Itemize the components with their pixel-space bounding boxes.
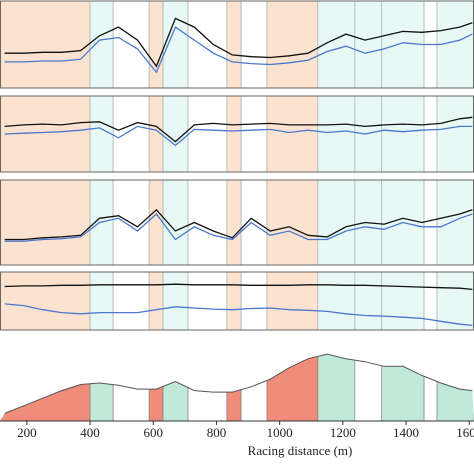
elevation-segment bbox=[354, 354, 383, 421]
region-band bbox=[317, 271, 356, 331]
region-band bbox=[436, 95, 474, 173]
region-band bbox=[89, 271, 114, 331]
region-band bbox=[317, 95, 356, 173]
x-tick-label: 400 bbox=[80, 425, 100, 440]
region-band bbox=[0, 0, 91, 89]
line bbox=[4, 303, 473, 327]
elevation-fill bbox=[0, 354, 474, 421]
region-band bbox=[423, 271, 438, 331]
region-band bbox=[226, 95, 242, 173]
region-band bbox=[187, 95, 228, 173]
region-band bbox=[240, 179, 268, 266]
line bbox=[4, 17, 473, 68]
region-band bbox=[112, 95, 150, 173]
elevation-segment bbox=[112, 354, 150, 421]
line bbox=[4, 116, 473, 143]
elevation-segment bbox=[162, 354, 189, 421]
elevation-segment bbox=[148, 354, 164, 421]
elevation-segment bbox=[240, 354, 268, 421]
region-band bbox=[266, 95, 319, 173]
region-band bbox=[148, 271, 164, 331]
x-tick-label: 600 bbox=[144, 425, 164, 440]
region-band bbox=[381, 271, 425, 331]
region-band bbox=[381, 95, 425, 173]
region-band bbox=[354, 95, 383, 173]
region-band bbox=[0, 179, 91, 266]
region-band bbox=[240, 0, 268, 89]
region-band bbox=[112, 271, 150, 331]
region-band bbox=[226, 0, 242, 89]
elevation-segment bbox=[226, 354, 242, 421]
elevation-segment bbox=[317, 354, 356, 421]
region-band bbox=[187, 0, 228, 89]
region-band bbox=[89, 0, 114, 89]
region-band bbox=[148, 0, 164, 89]
region-band bbox=[240, 95, 268, 173]
line bbox=[4, 208, 473, 241]
region-band bbox=[436, 271, 474, 331]
x-tick-label: 800 bbox=[207, 425, 227, 440]
x-tick-label: 1000 bbox=[267, 425, 293, 440]
region-band bbox=[162, 0, 189, 89]
elevation-segment bbox=[381, 354, 425, 421]
x-axis-label: Racing distance (m) bbox=[248, 443, 353, 458]
region-band bbox=[187, 271, 228, 331]
elevation-segment bbox=[436, 354, 474, 421]
line bbox=[4, 213, 473, 242]
elevation-segment bbox=[423, 354, 438, 421]
region-band bbox=[423, 179, 438, 266]
region-band bbox=[354, 271, 383, 331]
line bbox=[4, 125, 473, 147]
region-band bbox=[240, 271, 268, 331]
region-band bbox=[0, 271, 91, 331]
region-band bbox=[436, 179, 474, 266]
region-band bbox=[317, 179, 356, 266]
region-band bbox=[89, 95, 114, 173]
x-tick-label: 200 bbox=[17, 425, 37, 440]
x-tick-label: 1400 bbox=[393, 425, 419, 440]
region-band bbox=[226, 179, 242, 266]
region-band bbox=[423, 95, 438, 173]
region-band bbox=[266, 271, 319, 331]
region-band bbox=[148, 179, 164, 266]
elevation-line bbox=[4, 353, 473, 414]
region-band bbox=[266, 179, 319, 266]
elevation-segment bbox=[187, 354, 228, 421]
region-band bbox=[266, 0, 319, 89]
region-band bbox=[354, 0, 383, 89]
region-band bbox=[226, 271, 242, 331]
region-band bbox=[162, 179, 189, 266]
line bbox=[4, 26, 473, 74]
line bbox=[4, 283, 473, 291]
elevation-segment bbox=[266, 354, 319, 421]
x-tick-label: 1200 bbox=[330, 425, 356, 440]
x-tick-label: 1600 bbox=[456, 425, 474, 440]
region-band bbox=[162, 271, 189, 331]
